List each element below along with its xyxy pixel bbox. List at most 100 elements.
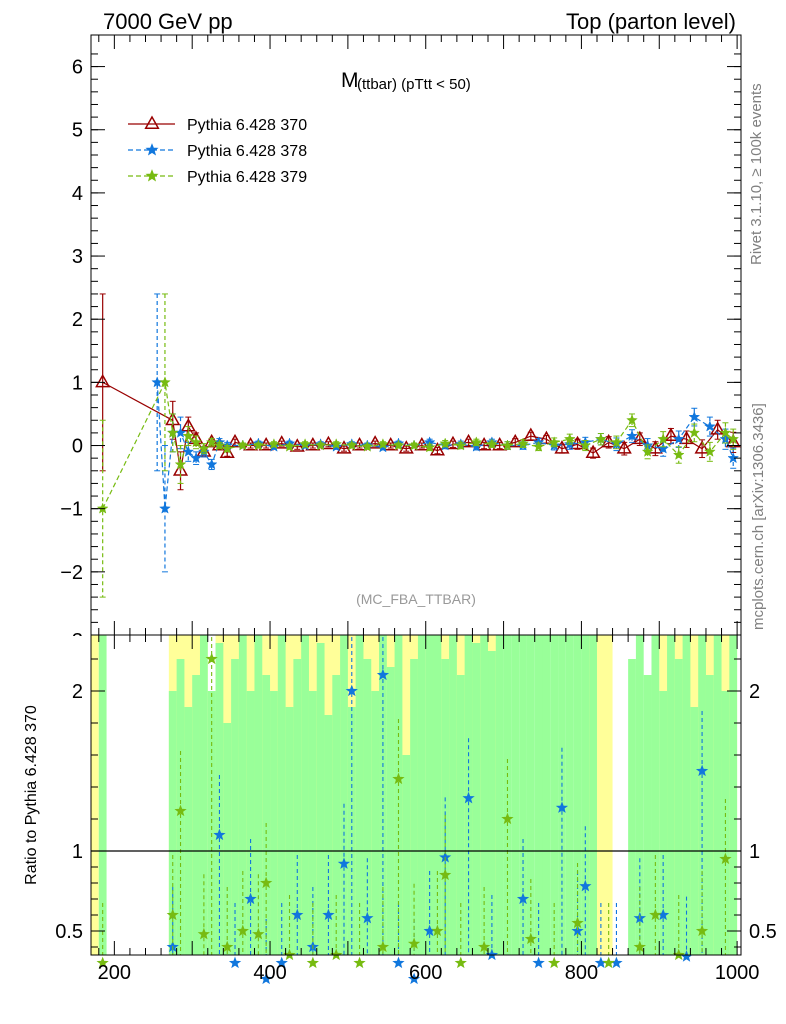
y-tick-label: 6 xyxy=(72,57,83,79)
band-green xyxy=(192,675,200,955)
band-green xyxy=(363,659,372,955)
data-point xyxy=(703,445,716,457)
data-point xyxy=(95,373,111,388)
band-green xyxy=(238,635,247,955)
band-green xyxy=(713,635,722,955)
data-point xyxy=(429,442,445,456)
band-green xyxy=(324,715,333,955)
band-green xyxy=(386,667,395,955)
band-green xyxy=(550,635,559,955)
analysis-watermark: (MC_FBA_TTBAR) xyxy=(356,591,476,607)
y-tick-label: 0 xyxy=(72,436,83,458)
data-point xyxy=(236,439,249,451)
ratio-point xyxy=(478,940,491,953)
data-point xyxy=(688,426,701,438)
legend-marker xyxy=(145,169,159,182)
band-green xyxy=(402,755,411,955)
data-point xyxy=(710,421,726,435)
data-point xyxy=(197,442,210,454)
data-point xyxy=(330,438,343,450)
data-point xyxy=(314,439,327,451)
band-green xyxy=(705,675,714,955)
data-point xyxy=(205,436,218,448)
ratio-y-axis: 0.5 0.5 1 1 2 2 xyxy=(55,658,777,948)
header-right-label: Top (parton level) xyxy=(566,9,736,34)
ratio-point xyxy=(571,916,584,929)
data-point xyxy=(486,438,498,450)
ratio-point xyxy=(719,852,732,865)
band-green xyxy=(674,659,683,955)
ratio-point xyxy=(633,940,646,953)
band-green xyxy=(643,675,652,955)
ratio-point xyxy=(221,940,234,953)
band-green xyxy=(729,635,738,955)
band-green xyxy=(270,691,278,955)
ratio-point xyxy=(345,684,358,697)
ratio-y-tick-label: 2 xyxy=(72,681,83,703)
data-point xyxy=(182,429,195,442)
data-point xyxy=(213,439,226,451)
ratio-point xyxy=(407,972,421,985)
ratio-point xyxy=(555,801,569,813)
data-point xyxy=(423,441,436,453)
y-tick-label: 4 xyxy=(72,183,83,205)
main-series-layer xyxy=(95,293,741,598)
ratio-point xyxy=(649,908,662,921)
band-green xyxy=(651,635,660,955)
band-green xyxy=(667,635,675,955)
ratio-y-tick-label: 1 xyxy=(72,841,83,863)
band-green xyxy=(488,651,496,955)
data-point xyxy=(663,427,679,442)
band-green xyxy=(355,635,364,955)
ratio-point xyxy=(439,868,452,881)
band-green xyxy=(308,691,317,955)
data-point xyxy=(408,439,420,451)
data-point xyxy=(336,440,352,454)
ratio-point xyxy=(228,956,242,969)
band-green xyxy=(449,635,457,955)
ratio-y-axis-label: Ratio to Pythia 6.428 370 xyxy=(23,705,40,885)
data-point xyxy=(182,445,195,457)
data-point xyxy=(703,420,716,432)
band-green xyxy=(254,635,263,955)
ratio-point xyxy=(454,956,467,969)
band-green xyxy=(511,635,520,955)
legend-entry: Pythia 6.428 379 xyxy=(128,169,307,186)
ratio-point xyxy=(174,804,187,817)
band-green xyxy=(347,707,356,955)
x-tick-label: 600 xyxy=(409,962,442,984)
data-point xyxy=(657,432,670,445)
ratio-point xyxy=(197,927,210,940)
data-point xyxy=(585,444,601,459)
data-point xyxy=(554,440,570,454)
ratio-point xyxy=(306,956,319,969)
band-green xyxy=(659,691,668,955)
ratio-point xyxy=(96,956,109,969)
ratio-point xyxy=(431,924,444,937)
y-tick-label: −1 xyxy=(60,499,83,521)
data-point xyxy=(367,435,383,449)
band-green xyxy=(526,635,535,955)
data-point xyxy=(632,430,648,445)
y-tick-label: 3 xyxy=(72,246,83,268)
data-point xyxy=(454,439,467,451)
ratio-point xyxy=(353,956,366,969)
band-green xyxy=(231,659,239,955)
data-point xyxy=(268,438,280,450)
ratio-point xyxy=(260,972,273,985)
band-green xyxy=(417,635,426,955)
data-point xyxy=(594,432,607,445)
data-point xyxy=(626,429,638,442)
band-green xyxy=(581,635,590,955)
series-pythia-6-428-378 xyxy=(151,293,740,573)
band-green xyxy=(199,635,208,955)
data-point xyxy=(470,436,483,448)
ratio-series-layer xyxy=(96,637,732,985)
band-green xyxy=(558,635,566,955)
legend-label: Pythia 6.428 378 xyxy=(187,143,307,160)
data-point xyxy=(159,376,171,388)
ratio-point xyxy=(275,956,288,969)
band-green xyxy=(628,659,636,955)
ratio-point xyxy=(407,937,421,949)
